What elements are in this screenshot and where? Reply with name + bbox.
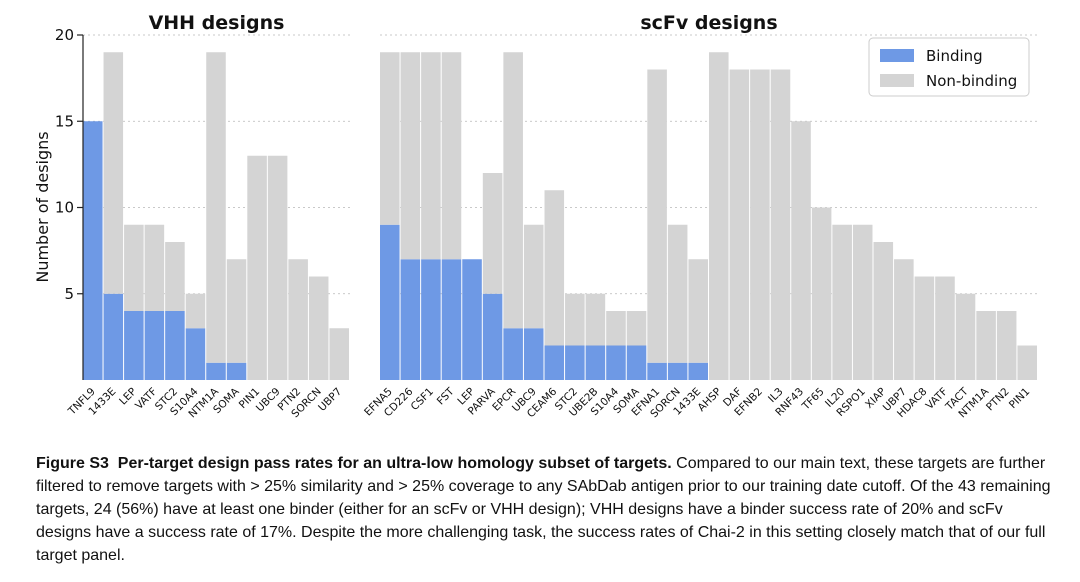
bar-binding — [144, 311, 165, 380]
bar-binding — [462, 259, 482, 380]
bar-binding — [482, 293, 503, 380]
bar-nonbinding — [523, 224, 544, 329]
caption-title: Per-target design pass rates for an ultr… — [117, 455, 672, 472]
panel-title: scFv designs — [640, 12, 777, 34]
bar-binding — [585, 345, 606, 380]
legend-label-nonbinding: Non-binding — [926, 72, 1017, 90]
bar-nonbinding — [832, 224, 852, 380]
bar-nonbinding — [1017, 345, 1037, 380]
bar-binding — [421, 259, 441, 380]
bar-nonbinding — [421, 52, 441, 260]
y-tick-label: 20 — [55, 26, 74, 44]
bar-nonbinding — [288, 259, 308, 380]
x-tick-label: PTN2 — [984, 386, 1012, 414]
bar-binding — [226, 362, 247, 380]
bar-nonbinding — [441, 52, 462, 260]
bar-nonbinding — [380, 52, 400, 225]
bar-binding — [380, 224, 400, 380]
y-axis-label: Number of designs — [33, 131, 52, 282]
figure-caption: Figure S3 Per-target design pass rates f… — [36, 452, 1056, 567]
bar-binding — [688, 362, 708, 380]
bar-nonbinding — [247, 155, 267, 380]
bar-binding — [667, 362, 688, 380]
bar-nonbinding — [894, 259, 914, 380]
bar-nonbinding — [811, 207, 832, 380]
bar-binding — [83, 121, 103, 380]
bar-nonbinding — [729, 69, 750, 380]
bar-binding — [165, 311, 185, 380]
bar-nonbinding — [647, 69, 667, 363]
bar-binding — [206, 362, 226, 380]
x-tick-label: UBC9 — [254, 386, 283, 415]
figure-chart: TNFL91433ELEPVATFSTC2S10A4NTM1ASOMAPIN1U… — [33, 12, 1038, 420]
vhh-panel: TNFL91433ELEPVATFSTC2S10A4NTM1ASOMAPIN1U… — [55, 12, 350, 420]
bar-binding — [544, 345, 565, 380]
bar-nonbinding — [606, 311, 626, 346]
bar-nonbinding — [996, 311, 1017, 380]
bar-binding — [626, 345, 647, 380]
bar-binding — [400, 259, 421, 380]
bar-nonbinding — [688, 259, 708, 363]
bar-nonbinding — [544, 190, 565, 346]
legend: Binding Non-binding — [868, 37, 1030, 97]
bar-nonbinding — [667, 224, 688, 363]
bar-nonbinding — [400, 52, 421, 260]
bar-nonbinding — [750, 69, 770, 380]
bar-nonbinding — [185, 293, 206, 329]
bar-nonbinding — [329, 328, 349, 380]
bar-nonbinding — [503, 52, 523, 329]
bar-nonbinding — [267, 155, 288, 380]
panel-title: VHH designs — [149, 12, 285, 34]
bar-binding — [103, 293, 124, 380]
bar-nonbinding — [308, 276, 329, 380]
legend-swatch-binding — [880, 49, 914, 62]
bar-nonbinding — [226, 259, 247, 363]
bar-nonbinding — [976, 311, 996, 380]
x-tick-label: AHSP — [696, 386, 724, 414]
bar-nonbinding — [144, 224, 165, 311]
bar-binding — [441, 259, 462, 380]
bar-nonbinding — [955, 293, 976, 380]
bar-binding — [523, 328, 544, 380]
legend-swatch-nonbinding — [880, 74, 914, 87]
bar-nonbinding — [935, 276, 955, 380]
bar-binding — [647, 362, 667, 380]
legend-label-binding: Binding — [926, 47, 983, 65]
bar-binding — [606, 345, 626, 380]
bar-nonbinding — [791, 121, 811, 380]
x-tick-label: CSF1 — [409, 386, 436, 413]
x-tick-label: UBP7 — [316, 386, 344, 414]
bar-nonbinding — [585, 293, 606, 346]
x-tick-label: TF65 — [799, 386, 826, 413]
y-tick-label: 15 — [55, 112, 74, 130]
y-tick-label: 5 — [64, 285, 74, 303]
x-tick-label: FST — [435, 385, 457, 407]
bar-nonbinding — [565, 293, 585, 346]
bar-nonbinding — [626, 311, 647, 346]
caption-text: Compared to our main text, these targets… — [36, 455, 1051, 564]
bar-nonbinding — [770, 69, 791, 380]
bar-nonbinding — [482, 173, 503, 294]
bar-binding — [503, 328, 523, 380]
bar-nonbinding — [165, 242, 185, 311]
caption-label: Figure S3 — [36, 455, 109, 472]
bar-nonbinding — [709, 52, 729, 380]
bar-nonbinding — [103, 52, 124, 294]
bar-nonbinding — [914, 276, 935, 380]
bar-nonbinding — [206, 52, 226, 363]
bar-nonbinding — [852, 224, 873, 380]
x-tick-label: PIN1 — [1007, 386, 1032, 411]
bar-binding — [565, 345, 585, 380]
bar-binding — [185, 328, 206, 380]
y-tick-label: 10 — [55, 199, 74, 217]
bar-binding — [124, 311, 144, 380]
bar-nonbinding — [124, 224, 144, 311]
bar-nonbinding — [873, 242, 894, 380]
